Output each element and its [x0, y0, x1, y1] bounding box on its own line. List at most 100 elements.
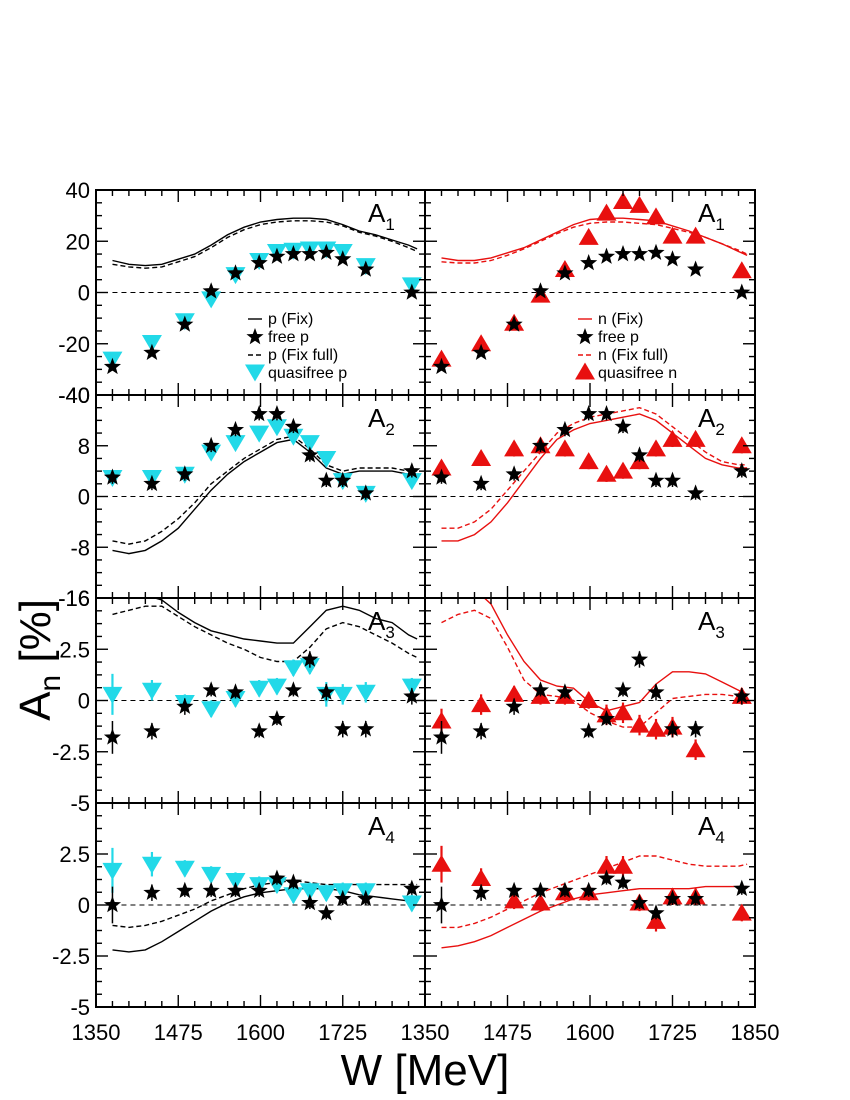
free-p-point	[250, 722, 268, 739]
legend-right-quasi-marker	[575, 362, 595, 380]
y-tick-label: -5	[70, 995, 90, 1020]
free-p-point	[317, 471, 335, 488]
panel-label-sub: 1	[715, 215, 724, 234]
y-tick-label: 2.5	[59, 842, 90, 867]
free-p-point	[597, 247, 616, 264]
quasi-p-point	[225, 873, 246, 891]
free-p-point	[556, 683, 574, 700]
quasi-n-point	[596, 464, 617, 482]
quasi-p-point	[266, 877, 287, 895]
quasi-p-point	[355, 684, 376, 702]
free-p-point	[202, 436, 220, 454]
free-p-point	[357, 720, 375, 737]
y-tick-label: 2.5	[59, 637, 90, 662]
free-p-point	[268, 869, 286, 886]
panel-label-4-right: A4	[698, 811, 725, 847]
quasi-p-point	[225, 435, 246, 453]
free-p-point	[301, 893, 319, 911]
quasi-n-point	[662, 429, 683, 447]
free-p-point	[301, 446, 319, 463]
curve-n-fixfull	[441, 406, 748, 529]
free-p-point	[432, 896, 451, 913]
quasi-n-point	[578, 452, 599, 470]
free-p-point	[284, 245, 302, 262]
x-tick-label: 1850	[731, 1020, 780, 1045]
free-p-point	[663, 720, 682, 737]
free-p-point	[630, 446, 649, 463]
free-p-point	[505, 881, 523, 898]
free-p-point	[531, 881, 550, 898]
free-p-point	[432, 357, 451, 375]
panel-4-right: A4	[424, 802, 756, 1008]
panel-2-right: A2	[424, 394, 756, 599]
quasi-n-point	[471, 695, 492, 713]
quasi-n-point	[731, 261, 752, 279]
free-p-point	[647, 904, 665, 921]
free-p-point	[226, 264, 245, 281]
legend-left: p (Fix) free p p (Fix full) quasifree p	[245, 311, 347, 382]
quasi-p-point	[401, 678, 422, 696]
free-p-point	[176, 465, 194, 482]
quasi-p-point	[266, 419, 287, 437]
quasi-p-point	[316, 450, 337, 468]
free-p-point	[556, 420, 574, 438]
free-p-point	[317, 683, 335, 700]
free-p-point	[357, 260, 375, 277]
quasi-n-point	[504, 891, 525, 909]
panel-label-sub: 3	[715, 623, 724, 642]
quasi-p-point	[201, 701, 222, 719]
curve-p-fix	[112, 438, 418, 555]
free-p-point	[250, 881, 268, 898]
free-p-point	[733, 879, 751, 896]
quasi-n-point	[613, 461, 633, 479]
free-p-point	[597, 869, 616, 886]
legend-right-free-label: free p	[598, 329, 639, 346]
legend-right-fixfull-label: n (Fix full)	[598, 347, 668, 364]
panel-label-1-right: A1	[698, 198, 725, 234]
free-p-point	[630, 650, 649, 667]
x-tick-label: 1600	[566, 1020, 615, 1045]
free-p-point	[301, 650, 319, 667]
panel-label-main: A	[368, 606, 386, 636]
legend-tri-up-icon	[575, 362, 595, 380]
panel-3-left: A3	[95, 597, 426, 804]
panel-label-2-left: A2	[368, 403, 395, 439]
free-p-point	[202, 881, 220, 898]
free-p-point	[687, 260, 705, 277]
free-p-point	[733, 687, 751, 704]
panel-label-4-left: A4	[368, 811, 395, 847]
quasi-n-point	[530, 893, 551, 911]
free-p-point	[432, 728, 451, 745]
panel-label-2-right: A2	[698, 403, 725, 439]
free-p-point	[472, 474, 490, 492]
legend-star-icon	[246, 328, 264, 345]
free-p-point	[556, 881, 574, 898]
quasi-p-point	[141, 334, 162, 352]
free-p-point	[176, 697, 194, 714]
free-p-point	[103, 728, 122, 745]
legend-tri-down-icon	[245, 364, 265, 382]
quasi-n-point	[596, 856, 617, 874]
free-p-point	[334, 250, 352, 267]
quasi-n-point	[578, 227, 599, 245]
x-tick-label: 1350	[401, 1020, 450, 1045]
panel-label-main: A	[698, 811, 716, 841]
free-p-point	[357, 484, 375, 501]
free-p-point	[505, 697, 523, 714]
quasi-p-point	[299, 883, 320, 901]
free-p-point	[597, 405, 616, 422]
quasi-n-point	[554, 439, 575, 457]
quasi-p-point	[174, 860, 195, 878]
quasi-p-point	[141, 682, 162, 700]
curve-n-fixfull	[441, 221, 748, 264]
free-p-point	[614, 417, 632, 434]
free-p-point	[143, 722, 161, 739]
free-p-point	[647, 471, 665, 488]
free-p-point	[597, 709, 616, 727]
y-tick-label: 40	[66, 178, 90, 203]
quasi-n-point	[646, 207, 666, 225]
panel-label-main: A	[368, 403, 386, 433]
quasi-p-point	[102, 686, 123, 704]
quasi-n-point	[431, 854, 452, 872]
